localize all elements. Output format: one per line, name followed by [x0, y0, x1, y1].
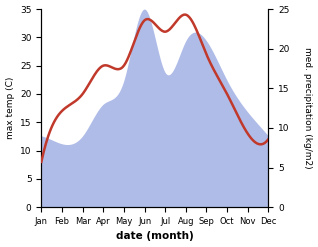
Y-axis label: med. precipitation (kg/m2): med. precipitation (kg/m2) [303, 47, 313, 169]
Y-axis label: max temp (C): max temp (C) [5, 77, 15, 139]
X-axis label: date (month): date (month) [116, 231, 194, 242]
